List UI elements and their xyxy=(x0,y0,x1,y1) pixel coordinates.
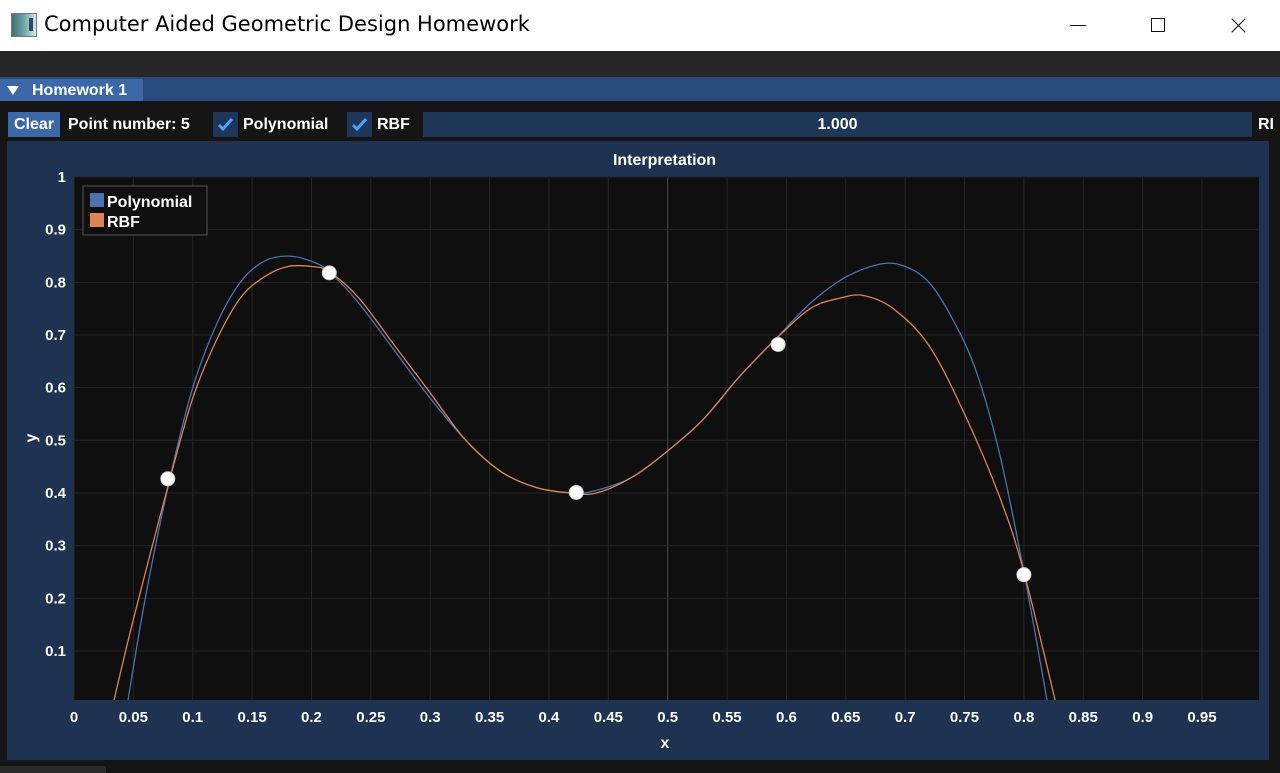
y-tick-label: 0.8 xyxy=(45,274,66,291)
polynomial-checkbox[interactable] xyxy=(213,112,238,137)
rbf-checkbox[interactable] xyxy=(347,112,372,137)
y-tick-label: 0.5 xyxy=(45,432,66,449)
x-tick-label: 0.3 xyxy=(420,709,441,726)
control-point[interactable] xyxy=(770,336,786,352)
series-line-rbf xyxy=(113,264,1056,700)
tab-homework-1[interactable]: Homework 1 xyxy=(0,79,143,101)
y-tick-label: 0.7 xyxy=(45,327,66,344)
legend: Polynomial RBF xyxy=(82,185,208,236)
x-tick-label: 0.95 xyxy=(1187,709,1216,726)
x-tick-label: 0.25 xyxy=(356,709,385,726)
x-tick-label: 0.4 xyxy=(539,709,561,726)
x-tick-label: 0.65 xyxy=(831,709,860,726)
x-tick-label: 0 xyxy=(70,709,78,726)
x-tick-label: 0.1 xyxy=(182,709,203,726)
x-tick-label: 0.75 xyxy=(950,709,979,726)
minimize-icon[interactable] xyxy=(1038,0,1118,51)
x-tick-label: 0.9 xyxy=(1132,709,1153,726)
ri-slider[interactable]: 1.000 xyxy=(423,112,1252,137)
legend-swatch-polynomial xyxy=(90,193,104,207)
ri-slider-value: 1.000 xyxy=(817,116,858,133)
x-tick-label: 0.55 xyxy=(712,709,741,726)
y-tick-label: 0.4 xyxy=(45,485,67,502)
x-tick-label: 0.8 xyxy=(1013,709,1034,726)
y-tick-label: 0.3 xyxy=(45,538,66,555)
control-point[interactable] xyxy=(1016,567,1032,583)
control-point[interactable] xyxy=(160,471,176,487)
legend-entry-rbf: RBF xyxy=(107,214,140,231)
x-tick-label: 0.45 xyxy=(594,709,623,726)
clear-button[interactable]: Clear xyxy=(8,112,60,137)
y-tick-label: 0.6 xyxy=(45,380,66,397)
legend-swatch-rbf xyxy=(90,213,104,227)
point-number-label: Point number: 5 xyxy=(68,116,190,133)
collapse-triangle-icon[interactable] xyxy=(7,86,19,95)
x-tick-label: 0.15 xyxy=(238,709,267,726)
window-title: Computer Aided Geometric Design Homework xyxy=(44,12,530,36)
y-tick-label: 1 xyxy=(58,169,66,186)
x-tick-label: 0.5 xyxy=(657,709,678,726)
menu-strip xyxy=(0,51,1280,77)
x-tick-label: 0.6 xyxy=(776,709,797,726)
x-tick-label: 0.2 xyxy=(301,709,322,726)
y-tick-label: 0.1 xyxy=(45,643,66,660)
control-point[interactable] xyxy=(568,484,584,500)
ri-slider-label: RI xyxy=(1258,116,1274,133)
checkmark-icon xyxy=(351,117,368,132)
x-tick-label: 0.35 xyxy=(475,709,504,726)
title-bar: Computer Aided Geometric Design Homework xyxy=(0,0,1280,51)
x-tick-label: 0.7 xyxy=(895,709,916,726)
legend-entry-polynomial: Polynomial xyxy=(107,194,192,211)
taskbar-fragment xyxy=(0,766,106,773)
app-window-icon xyxy=(11,13,37,37)
imgui-window-header: Homework 1 xyxy=(0,77,1280,101)
plot-title: Interpretation xyxy=(612,152,717,169)
control-point[interactable] xyxy=(321,265,337,281)
rbf-checkbox-label[interactable]: RBF xyxy=(377,116,410,133)
x-tick-label: 0.85 xyxy=(1069,709,1098,726)
y-axis-label: y xyxy=(23,433,40,442)
plot-area[interactable] xyxy=(74,177,1259,700)
checkmark-icon xyxy=(217,117,234,132)
polynomial-checkbox-label[interactable]: Polynomial xyxy=(243,116,329,133)
maximize-icon[interactable] xyxy=(1118,0,1198,51)
tab-label: Homework 1 xyxy=(32,82,128,99)
y-tick-label: 0.2 xyxy=(45,590,66,607)
x-axis-label: x xyxy=(661,735,670,752)
y-tick-label: 0.9 xyxy=(45,222,66,239)
x-tick-label: 0.05 xyxy=(119,709,148,726)
